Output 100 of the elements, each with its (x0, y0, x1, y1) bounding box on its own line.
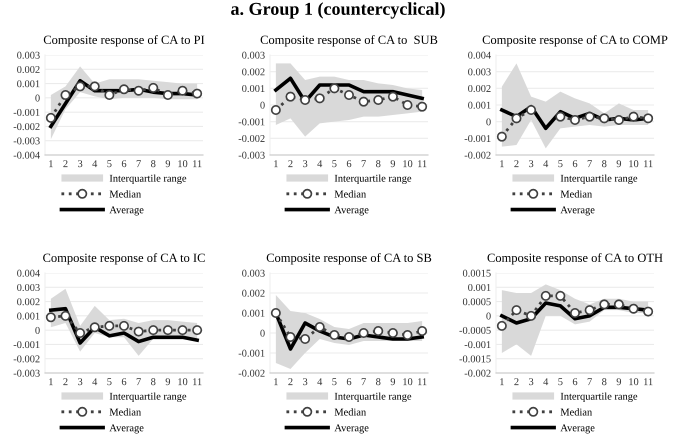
point (570, 308, 580, 318)
point (344, 90, 354, 100)
x-tick-label: 11 (418, 378, 427, 386)
point (285, 332, 296, 342)
point (555, 290, 566, 301)
point (344, 332, 354, 342)
x-tick-label: 10 (629, 160, 638, 168)
x-tick-label: 3 (529, 160, 534, 168)
point (599, 113, 610, 124)
y-tick-label: 0.002 (17, 66, 40, 74)
y-tick-label: 0.003 (17, 284, 40, 292)
x-tick-label: 4 (92, 160, 98, 168)
y-tick-label: 0 (35, 326, 40, 334)
point (511, 113, 522, 124)
y-tick-label: 0 (486, 118, 491, 126)
y-tick-label: -0.002 (238, 135, 265, 142)
y-tick-label: 0.002 (17, 298, 40, 306)
text: a. Group 1 (countercyclical) (231, 2, 445, 19)
point (90, 322, 100, 332)
x-tick-label: 11 (644, 160, 653, 168)
x-tick-label: 9 (166, 378, 170, 386)
y-tick-label: 0.003 (242, 52, 265, 59)
point (314, 93, 325, 104)
x-tick-label: 9 (390, 378, 396, 386)
legend-label: Average (334, 424, 368, 434)
point (178, 325, 188, 336)
y-tick-label: 0.003 (242, 270, 265, 277)
point (148, 325, 158, 336)
x-tick-label: 9 (616, 160, 622, 168)
x-tick-label: 5 (332, 378, 337, 386)
x-tick-label: 2 (514, 378, 519, 386)
x-tick-label: 7 (588, 378, 592, 386)
y-tick-label: 0.002 (242, 68, 265, 76)
point (46, 312, 56, 322)
y-tick-label: -0.002 (14, 123, 40, 130)
x-tick-label: 5 (558, 378, 563, 386)
y-tick-label: -0.001 (238, 350, 265, 357)
point (270, 105, 281, 115)
line-series (274, 76, 424, 104)
x-tick-label: 7 (362, 378, 366, 386)
point (402, 100, 413, 110)
point (584, 112, 595, 122)
legend-label: Median (110, 408, 142, 416)
x-tick-label: 4 (543, 160, 548, 168)
chart-title: Composite response of CA to PI (44, 35, 204, 47)
x-tick-label: 1 (274, 160, 278, 168)
point (358, 328, 369, 338)
point (178, 86, 188, 96)
x-tick-label: 1 (274, 378, 278, 386)
x-tick-label: 2 (63, 378, 68, 386)
x-tick-label: 8 (376, 160, 380, 168)
point (526, 105, 536, 115)
x-tick-label: 9 (166, 160, 170, 168)
y-tick-label: -0.003 (14, 137, 40, 144)
y-tick-label: 0.003 (468, 68, 491, 76)
chart-title: Composite response of CA to OTH (487, 253, 663, 265)
point (373, 326, 384, 336)
x-tick-label: 3 (78, 378, 82, 386)
point (119, 320, 129, 331)
chart-title: Composite response of CA to SUB (260, 35, 438, 47)
chart-title: Composite response of CA to IC (43, 253, 205, 265)
legend-label: Average (334, 206, 368, 216)
x-tick-label: 11 (418, 160, 427, 168)
x-tick-label: 10 (178, 160, 188, 168)
y-tick-label: 0 (260, 330, 265, 337)
legend-label: Median (110, 190, 142, 198)
y-tick-label: 0 (260, 102, 265, 109)
point (628, 112, 639, 122)
point (373, 95, 384, 105)
legend-label: Average (560, 206, 594, 216)
point (104, 90, 114, 100)
point (555, 112, 566, 122)
point (134, 326, 144, 337)
x-tick-label: 1 (500, 378, 504, 386)
point (511, 305, 522, 316)
legend-label: Interquartile range (110, 392, 186, 402)
legend-label: Average (560, 424, 594, 434)
x-tick-label: 10 (178, 378, 188, 386)
y-tick-label: 0.004 (468, 52, 491, 59)
x-tick-label: 10 (629, 378, 638, 386)
x-tick-label: 4 (317, 378, 322, 386)
point (134, 86, 144, 96)
y-tick-label: -0.002 (238, 370, 265, 377)
y-tick-label: 0.002 (468, 85, 491, 92)
y-tick-label: 0.003 (17, 52, 40, 59)
y-tick-label: 0.001 (242, 310, 265, 317)
point (496, 320, 507, 331)
x-tick-label: 4 (543, 378, 548, 386)
x-tick-label: 8 (376, 378, 380, 386)
y-tick-label: -0.001 (464, 135, 491, 142)
x-tick-label: 7 (136, 160, 141, 168)
x-tick-label: 7 (136, 378, 141, 386)
point (162, 325, 173, 336)
point (417, 326, 428, 336)
x-tick-label: 2 (288, 378, 293, 386)
x-tick-label: 6 (122, 160, 126, 168)
point (314, 322, 325, 332)
point (496, 132, 507, 142)
x-tick-label: 5 (107, 378, 112, 386)
x-tick-label: 3 (529, 378, 534, 386)
